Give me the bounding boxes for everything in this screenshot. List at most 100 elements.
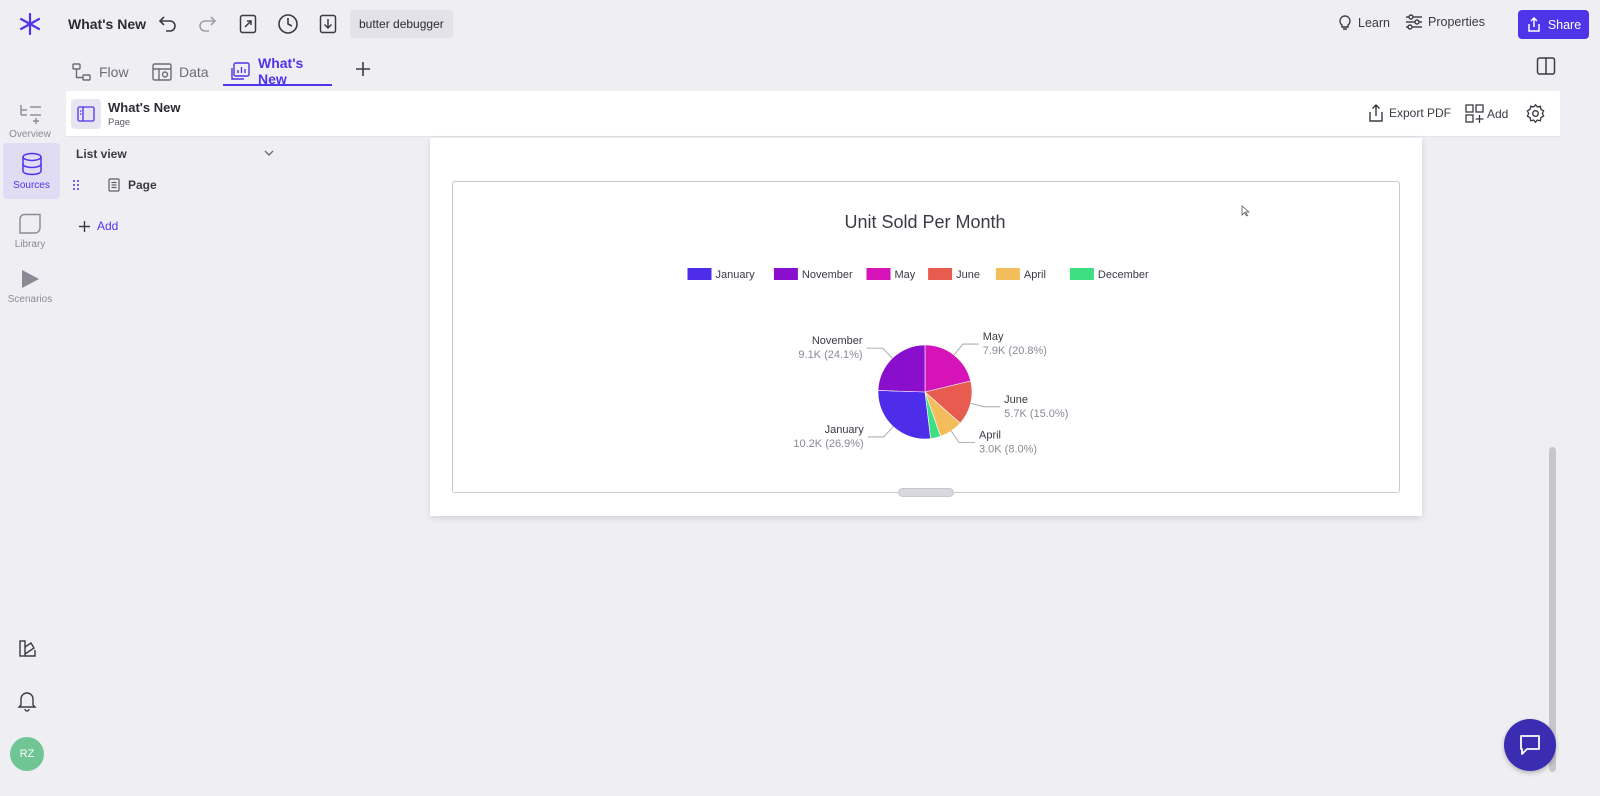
slice-name-june: June [1004, 394, 1028, 406]
play-icon [19, 268, 41, 290]
tab-whats-new[interactable]: What's New [223, 55, 332, 87]
export-icon [1368, 104, 1384, 122]
panel-toggle-icon[interactable] [1536, 56, 1556, 76]
avatar[interactable]: RZ [10, 737, 44, 771]
legend-label-april[interactable]: April [1024, 269, 1046, 281]
pie-slice-november[interactable] [877, 344, 926, 393]
pie-slice-january[interactable] [877, 390, 931, 440]
tab-flow-label: Flow [99, 64, 129, 80]
database-icon [20, 152, 44, 176]
legend-label-december[interactable]: December [1098, 269, 1149, 281]
slice-value-april: 3.0K (8.0%) [979, 444, 1037, 456]
history-icon[interactable] [275, 11, 301, 37]
debugger-chip[interactable]: butter debugger [350, 10, 453, 38]
download-icon[interactable] [315, 11, 341, 37]
settings-gear-icon[interactable] [1525, 103, 1546, 124]
export-pdf-label: Export PDF [1389, 106, 1452, 120]
slice-name-may: May [983, 331, 1004, 343]
open-external-icon[interactable] [235, 11, 261, 37]
slice-value-may: 7.9K (20.8%) [983, 345, 1047, 357]
slice-name-january: January [825, 424, 865, 436]
legend-swatch-june[interactable] [928, 268, 953, 280]
legend-label-may[interactable]: May [895, 269, 916, 281]
legend-swatch-may[interactable] [866, 268, 891, 280]
table-icon [152, 63, 172, 81]
slice-value-june: 5.7K (15.0%) [1004, 408, 1068, 420]
list-view-label: List view [76, 147, 127, 161]
pie-chart: Unit Sold Per Month January November May Ju… [687, 212, 1149, 456]
rail-scenarios-label: Scenarios [7, 293, 53, 305]
list-add-button[interactable]: Add [78, 219, 118, 233]
pie-slice-may[interactable] [924, 344, 972, 393]
chart-card[interactable] [452, 181, 1400, 493]
plus-icon [78, 220, 91, 233]
slice-name-april: April [979, 430, 1001, 442]
tab-whats-new-label: What's New [258, 55, 304, 87]
widgets-add-icon [1465, 104, 1485, 124]
add-widget-button[interactable]: Add [1465, 104, 1508, 124]
rail-scenarios[interactable]: Scenarios [0, 258, 60, 314]
add-tab-icon[interactable] [353, 59, 373, 79]
share-icon [1526, 16, 1542, 33]
sliders-icon [1405, 14, 1423, 30]
properties-label: Properties [1428, 15, 1485, 29]
rail-sources[interactable]: Sources [3, 143, 60, 199]
library-icon [18, 213, 42, 235]
chat-bubble-icon [1518, 733, 1542, 757]
add-widget-label: Add [1487, 107, 1509, 121]
rail-library-label: Library [14, 238, 46, 250]
label-line-may [953, 343, 979, 356]
sidebar-layout-icon[interactable] [71, 99, 101, 129]
legend-swatch-january[interactable] [687, 268, 712, 280]
learn-label: Learn [1358, 16, 1390, 30]
label-line-january [867, 426, 894, 438]
app-title[interactable]: What's New [68, 16, 147, 32]
tab-data-label: Data [179, 64, 209, 80]
cursor-icon [1241, 205, 1250, 217]
share-label: Share [1547, 17, 1582, 32]
rail-overview[interactable]: Overview [0, 93, 60, 149]
legend-label-june[interactable]: June [956, 269, 980, 281]
slice-value-january: 10.2K (26.9%) [793, 438, 863, 450]
drag-handle-icon[interactable] [72, 179, 80, 191]
page-title: What's New [108, 100, 181, 115]
chevron-down-icon[interactable] [263, 147, 275, 159]
chart-icon [231, 62, 251, 80]
palette-icon[interactable] [18, 639, 38, 659]
chart-title: Unit Sold Per Month [844, 212, 1005, 232]
slice-value-november: 9.1K (24.1%) [798, 349, 862, 361]
tab-data[interactable]: Data [152, 58, 209, 86]
list-item-page-label: Page [128, 178, 157, 192]
legend-swatch-november[interactable] [773, 268, 798, 280]
scrollbar-thumb[interactable] [1549, 447, 1556, 772]
share-button[interactable]: Share [1518, 10, 1589, 39]
bell-icon[interactable] [17, 690, 37, 712]
overview-icon [17, 103, 43, 125]
chat-button[interactable] [1504, 719, 1556, 771]
list-item-page[interactable]: Page [72, 178, 157, 192]
rail-library[interactable]: Library [0, 203, 60, 259]
document-icon [108, 178, 120, 192]
rail-sources-label: Sources [13, 179, 50, 191]
label-line-june [970, 403, 1001, 408]
tab-flow[interactable]: Flow [72, 58, 129, 86]
redo-icon[interactable] [195, 11, 221, 37]
legend-label-november[interactable]: November [802, 269, 853, 281]
legend-label-january[interactable]: January [716, 269, 756, 281]
rail-overview-label: Overview [9, 128, 51, 140]
app-logo-icon[interactable] [16, 10, 44, 38]
export-pdf-button[interactable]: Export PDF [1368, 104, 1451, 122]
slice-name-november: November [812, 335, 863, 347]
properties-button[interactable]: Properties [1405, 14, 1485, 30]
label-line-november [866, 347, 893, 359]
legend-swatch-december[interactable] [1069, 268, 1094, 280]
label-line-april [950, 430, 975, 444]
legend-swatch-april[interactable] [995, 268, 1020, 280]
flow-icon [72, 63, 92, 81]
resize-handle[interactable] [898, 488, 954, 497]
learn-button[interactable]: Learn [1337, 14, 1390, 32]
lightbulb-icon [1337, 14, 1353, 32]
page-header [66, 91, 1560, 137]
page-subtitle: Page [108, 117, 131, 128]
undo-icon[interactable] [154, 11, 180, 37]
